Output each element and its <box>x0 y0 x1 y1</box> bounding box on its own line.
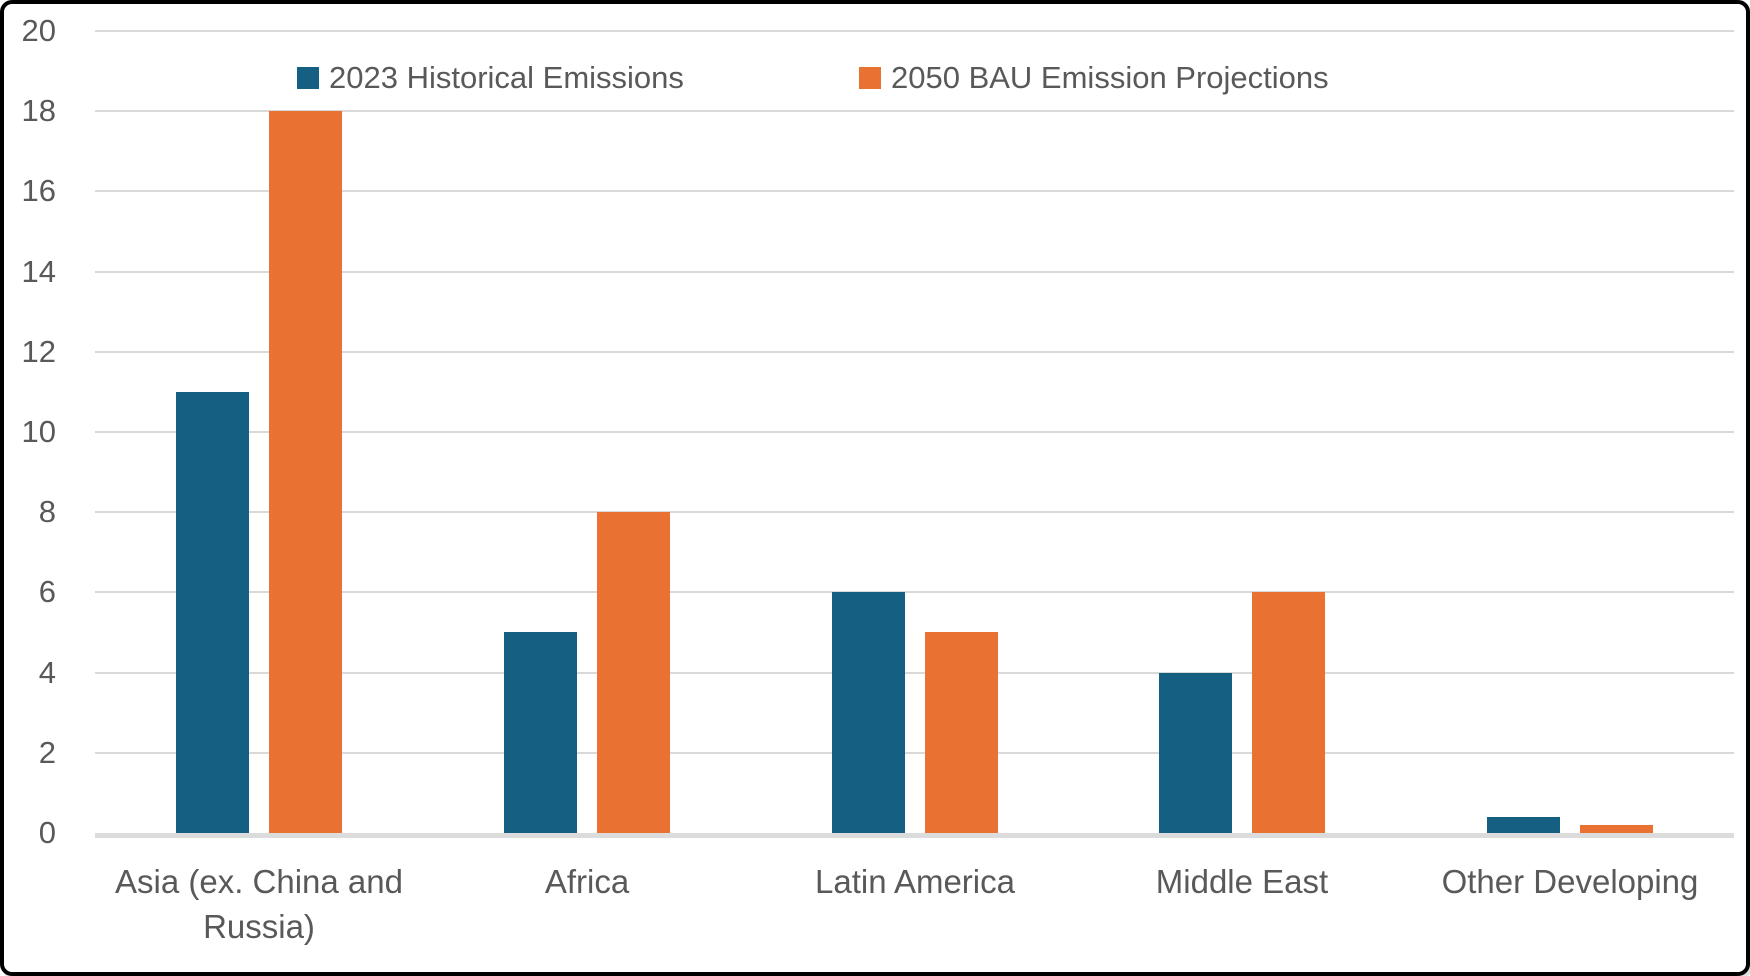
gridline <box>95 751 1734 754</box>
bar-series1 <box>832 592 905 833</box>
legend-item: 2023 Historical Emissions <box>297 60 684 96</box>
bar-series1 <box>504 632 577 833</box>
x-category-label: Other Developing <box>1441 863 1699 900</box>
bar-series1 <box>176 392 249 833</box>
bar-series2 <box>597 512 670 833</box>
gridline <box>95 511 1734 514</box>
x-category-label: Africa <box>544 863 630 900</box>
y-tick-label: 0 <box>38 815 56 850</box>
gridline <box>95 591 1734 594</box>
gridline <box>95 270 1734 273</box>
y-tick-label: 18 <box>21 93 56 129</box>
legend-swatch <box>297 67 319 89</box>
gridline <box>95 671 1734 674</box>
y-tick-label: 16 <box>21 173 56 209</box>
x-category-label: Asia (ex. China and Russia) <box>115 863 403 945</box>
x-axis-line <box>95 833 1734 838</box>
bar-series2 <box>1252 592 1325 833</box>
y-tick-label: 12 <box>21 333 56 369</box>
legend-item: 2050 BAU Emission Projections <box>859 60 1329 96</box>
bar-series2 <box>925 632 998 833</box>
gridline <box>95 431 1734 433</box>
x-category-label: Latin America <box>815 863 1015 900</box>
gridline <box>95 30 1734 32</box>
y-tick-label: 10 <box>21 414 56 449</box>
y-tick-label: 20 <box>21 13 56 48</box>
y-tick-label: 14 <box>21 253 56 289</box>
y-tick-label: 4 <box>38 654 56 690</box>
gridline <box>95 110 1734 113</box>
y-tick-label: 6 <box>38 574 56 610</box>
y-tick-label: 2 <box>38 734 56 770</box>
bar-series2 <box>1580 825 1653 833</box>
bar-series2 <box>269 111 342 833</box>
y-tick-label: 8 <box>38 494 56 530</box>
gridline <box>95 350 1734 353</box>
legend-label: 2050 BAU Emission Projections <box>891 60 1329 95</box>
gridline <box>95 190 1734 193</box>
bar-series1 <box>1487 817 1560 833</box>
legend-swatch <box>859 67 881 89</box>
bar-series1 <box>1159 673 1232 833</box>
x-category-label: Middle East <box>1155 863 1329 900</box>
legend-label: 2023 Historical Emissions <box>329 60 684 95</box>
